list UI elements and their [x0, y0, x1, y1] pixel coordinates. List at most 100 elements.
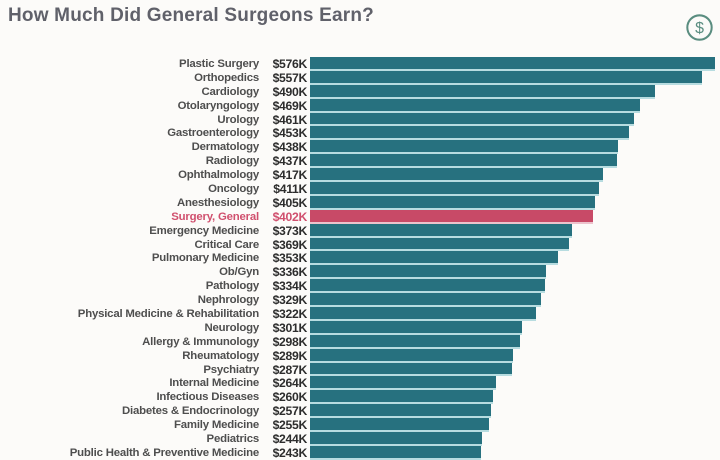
bar — [310, 112, 635, 127]
chart-row: Urology $461K — [0, 113, 720, 127]
bar — [310, 209, 593, 224]
category-label: Emergency Medicine — [149, 224, 259, 237]
bar — [310, 293, 542, 308]
value-label: $438K — [272, 140, 308, 155]
value-label: $244K — [272, 432, 308, 446]
bar — [310, 320, 522, 335]
category-label: Surgery, General — [171, 210, 259, 223]
bar — [310, 334, 520, 349]
value-label: $461K — [272, 112, 308, 127]
bar — [310, 348, 514, 363]
category-label: Critical Care — [194, 238, 259, 251]
category-label: Allergy & Immunology — [142, 335, 259, 348]
value-label: $301K — [272, 320, 308, 335]
category-label: Neurology — [204, 321, 259, 334]
value-label: $322K — [272, 306, 308, 321]
category-label: Internal Medicine — [169, 377, 259, 390]
category-label: Plastic Surgery — [179, 57, 259, 70]
bar — [310, 279, 545, 294]
bar — [310, 126, 629, 141]
chart-row: Neurology $301K — [0, 321, 720, 335]
value-label: $576K — [272, 56, 308, 71]
category-label: Otolaryngology — [177, 99, 260, 112]
bar-zone — [310, 279, 715, 294]
value-label: $402K — [272, 209, 308, 224]
chart-row: Pediatrics $244K — [0, 432, 720, 446]
chart-row: Dermatology $438K — [0, 140, 720, 154]
chart-row: Pathology $334K — [0, 279, 720, 293]
category-label: Physical Medicine & Rehabilitation — [77, 307, 259, 320]
chart-row: Otolaryngology $469K — [0, 99, 720, 113]
chart-row: Family Medicine $255K — [0, 418, 720, 432]
value-label: $264K — [272, 376, 308, 391]
chart-row: Physical Medicine & Rehabilitation $322K — [0, 307, 720, 321]
bar — [310, 307, 537, 321]
category-label: Public Health & Preventive Medicine — [69, 446, 259, 459]
bar-zone — [310, 307, 715, 321]
value-label: $334K — [272, 279, 308, 294]
bar-chart: Plastic Surgery $576K Orthopedics $557K Card… — [0, 57, 720, 460]
value-label: $287K — [272, 362, 308, 377]
value-label: $336K — [272, 265, 308, 280]
chart-row: Ob/Gyn $336K — [0, 265, 720, 279]
chart-row: Surgery, General $402K — [0, 210, 720, 224]
bar — [310, 223, 573, 238]
category-label: Psychiatry — [203, 363, 259, 376]
svg-text:$: $ — [695, 20, 704, 37]
chart-row: Emergency Medicine $373K — [0, 224, 720, 238]
category-label: Pediatrics — [206, 432, 260, 445]
bar — [310, 168, 604, 183]
bar-zone — [310, 126, 715, 141]
chart-row: Allergy & Immunology $298K — [0, 335, 720, 349]
bar — [310, 98, 640, 113]
bar-zone — [310, 445, 715, 460]
chart-row: Public Health & Preventive Medicine $243K — [0, 446, 720, 460]
category-label: Dermatology — [191, 141, 260, 154]
category-label: Urology — [217, 113, 259, 126]
dollar-circle-icon: $ — [686, 14, 713, 41]
chart-row: Oncology $411K — [0, 182, 720, 196]
bar — [310, 251, 559, 266]
category-label: Nephrology — [197, 294, 259, 307]
bar — [310, 404, 491, 419]
bar — [310, 362, 512, 377]
value-label: $417K — [272, 168, 308, 183]
bar-zone — [310, 320, 715, 335]
chart-row: Cardiology $490K — [0, 85, 720, 99]
chart-row: Ophthalmology $417K — [0, 168, 720, 182]
bar-zone — [310, 98, 715, 113]
bar-zone — [310, 237, 715, 252]
value-label: $490K — [272, 84, 308, 99]
value-label: $353K — [272, 251, 308, 266]
bar — [310, 140, 618, 155]
value-label: $405K — [272, 195, 308, 210]
category-label: Family Medicine — [174, 419, 259, 432]
bar-zone — [310, 418, 715, 433]
bar-zone — [310, 251, 715, 266]
chart-row: Psychiatry $287K — [0, 363, 720, 377]
category-label: Ophthalmology — [178, 169, 259, 182]
category-label: Anesthesiology — [176, 196, 259, 209]
bar — [310, 57, 715, 71]
bar-zone — [310, 404, 715, 419]
value-label: $255K — [272, 418, 308, 433]
value-label: $437K — [272, 154, 308, 169]
value-label: $260K — [272, 390, 308, 405]
bar-zone — [310, 432, 715, 446]
bar — [310, 154, 618, 169]
chart-row: Rheumatology $289K — [0, 349, 720, 363]
category-label: Infectious Diseases — [156, 391, 259, 404]
bar-zone — [310, 140, 715, 155]
value-label: $469K — [272, 98, 308, 113]
category-label: Gastroenterology — [167, 127, 259, 140]
value-label: $289K — [272, 348, 308, 363]
bar-zone — [310, 168, 715, 183]
chart-row: Internal Medicine $264K — [0, 376, 720, 390]
bar-zone — [310, 209, 715, 224]
category-label: Pathology — [205, 280, 259, 293]
value-label: $557K — [272, 70, 308, 85]
bar-zone — [310, 57, 715, 71]
value-label: $411K — [273, 181, 307, 196]
chart-row: Pulmonary Medicine $353K — [0, 251, 720, 265]
chart-row: Critical Care $369K — [0, 238, 720, 252]
